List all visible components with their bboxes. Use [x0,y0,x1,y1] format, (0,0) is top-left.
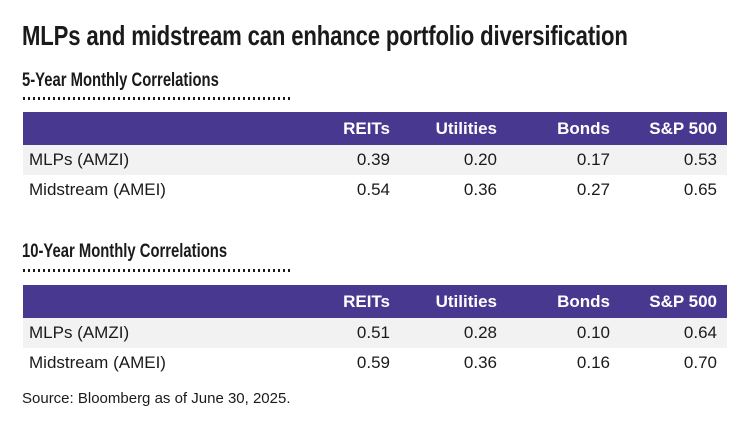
value-cell: 0.39 [283,145,390,175]
row-label: MLPs (AMZI) [23,145,283,175]
page-title: MLPs and midstream can enhance portfolio… [22,20,628,51]
column-header-bonds: Bonds [497,285,610,318]
value-cell: 0.36 [463,353,497,372]
source-note: Source: Bloomberg as of June 30, 2025. [22,390,291,407]
row-label: MLPs (AMZI) [23,318,283,348]
header-empty-cell [23,285,283,318]
column-header-utilities: Utilities [390,112,497,145]
table-row-mlps: MLPs (AMZI) 0.39 0.20 0.17 0.53 [23,145,727,175]
table-row-midstream: Midstream (AMEI) 0.59 0.36 0.16 0.70 [23,348,727,378]
column-header-reits: REITs [283,112,390,145]
table-header-row: REITs Utilities Bonds S&P 500 [23,285,727,318]
column-header-sp500: S&P 500 [610,285,727,318]
dotted-divider [23,269,290,272]
value-cell: 0.20 [390,145,497,175]
table-row-midstream: Midstream (AMEI) 0.54 0.36 0.27 0.65 [23,175,727,205]
row-label: Midstream (AMEI) [29,180,166,199]
column-header-sp500: S&P 500 [610,112,727,145]
section-heading-5yr: 5-Year Monthly Correlations [22,70,219,91]
value-cell: 0.59 [356,353,390,372]
dotted-divider [23,97,290,100]
table-header-row: REITs Utilities Bonds S&P 500 [23,112,727,145]
column-header-reits: REITs [283,285,390,318]
value-cell: 0.54 [356,180,390,199]
value-cell: 0.51 [283,318,390,348]
value-cell: 0.36 [463,180,497,199]
value-cell: 0.65 [683,180,717,199]
value-cell: 0.16 [576,353,610,372]
correlation-table-10yr: REITs Utilities Bonds S&P 500 MLPs (AMZI… [23,285,727,378]
value-cell: 0.17 [497,145,610,175]
value-cell: 0.27 [576,180,610,199]
value-cell: 0.64 [610,318,727,348]
value-cell: 0.53 [610,145,727,175]
correlation-table-5yr: REITs Utilities Bonds S&P 500 MLPs (AMZI… [23,112,727,205]
section-heading-10yr: 10-Year Monthly Correlations [22,241,228,262]
column-header-bonds: Bonds [497,112,610,145]
header-empty-cell [23,112,283,145]
value-cell: 0.10 [497,318,610,348]
value-cell: 0.70 [683,353,717,372]
row-label: Midstream (AMEI) [29,353,166,372]
table-row-mlps: MLPs (AMZI) 0.51 0.28 0.10 0.64 [23,318,727,348]
column-header-utilities: Utilities [390,285,497,318]
value-cell: 0.28 [390,318,497,348]
